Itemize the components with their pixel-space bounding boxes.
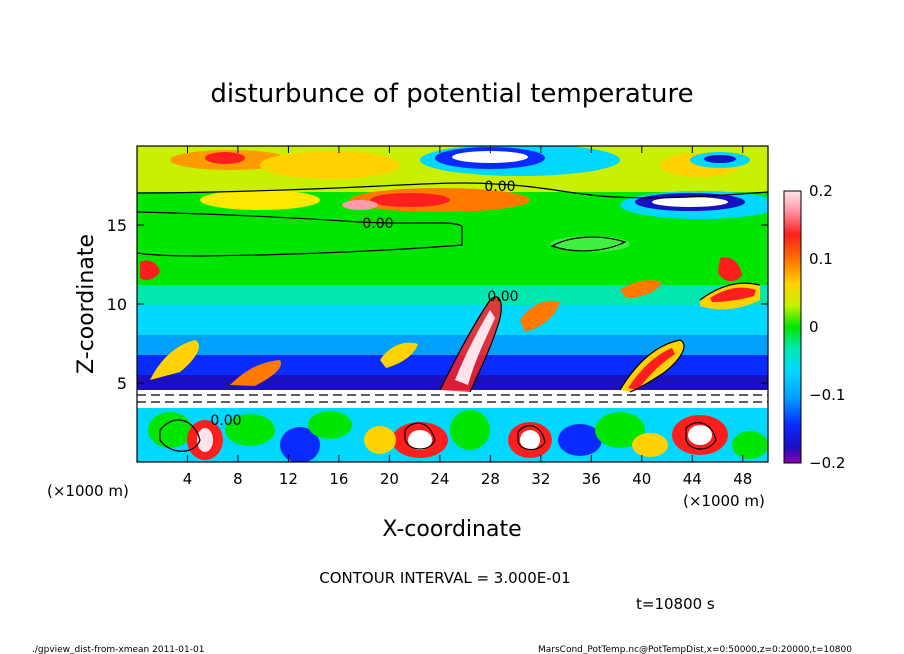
y-axis: 5 10 15 bbox=[107, 216, 768, 393]
time-text: t=10800 s bbox=[636, 595, 715, 613]
contour-label: 0.00 bbox=[487, 289, 518, 305]
colorbar-tick-label: 0.2 bbox=[809, 182, 833, 200]
x-tick-label: 36 bbox=[582, 470, 601, 488]
colorbar-tick-label: 0 bbox=[809, 318, 819, 336]
contour-interval-text: CONTOUR INTERVAL = 3.000E-01 bbox=[319, 569, 570, 587]
footer-right: MarsCond_PotTemp.nc@PotTempDist,x=0:5000… bbox=[538, 645, 852, 654]
contour-lines bbox=[137, 182, 768, 452]
x-unit-right: (×1000 m) bbox=[683, 492, 765, 510]
contour-label-group: 0.00 0.00 0.00 0.00 bbox=[210, 179, 518, 429]
x-axis-label: X-coordinate bbox=[382, 517, 521, 542]
contour-label: 0.00 bbox=[362, 216, 393, 232]
x-tick-label: 4 bbox=[183, 470, 193, 488]
y-axis-label: Z-coordinate bbox=[74, 234, 99, 374]
contour-label: 0.00 bbox=[210, 413, 241, 429]
colorbar-tick-label: −0.1 bbox=[809, 386, 845, 404]
x-tick-label: 20 bbox=[380, 470, 399, 488]
colorbar-tick-label: 0.1 bbox=[809, 250, 833, 268]
x-tick-label: 44 bbox=[683, 470, 702, 488]
x-tick-label: 8 bbox=[233, 470, 243, 488]
x-tick-label: 40 bbox=[632, 470, 651, 488]
y-tick-label: 5 bbox=[117, 374, 127, 393]
x-tick-label: 28 bbox=[481, 470, 500, 488]
x-tick-label: 12 bbox=[279, 470, 298, 488]
x-unit-left: (×1000 m) bbox=[47, 482, 129, 500]
colorbar-tick-label: −0.2 bbox=[809, 454, 845, 472]
chart-title: disturbunce of potential temperature bbox=[210, 79, 693, 109]
x-tick-label: 32 bbox=[531, 470, 550, 488]
contour-label: 0.00 bbox=[484, 179, 515, 195]
x-tick-label: 16 bbox=[329, 470, 348, 488]
colorbar bbox=[783, 190, 802, 464]
x-tick-label: 48 bbox=[733, 470, 752, 488]
y-tick-label: 10 bbox=[107, 295, 127, 314]
footer-left: ./gpview_dist-from-xmean 2011-01-01 bbox=[32, 645, 204, 654]
x-tick-label: 24 bbox=[430, 470, 449, 488]
y-tick-label: 15 bbox=[107, 216, 127, 235]
colorbar-ticks: 0.2 0.1 0 −0.1 −0.2 bbox=[809, 182, 845, 472]
x-axis: 4 8 12 16 20 24 28 32 36 40 44 48 bbox=[183, 146, 752, 488]
heatmap-field bbox=[137, 146, 768, 462]
